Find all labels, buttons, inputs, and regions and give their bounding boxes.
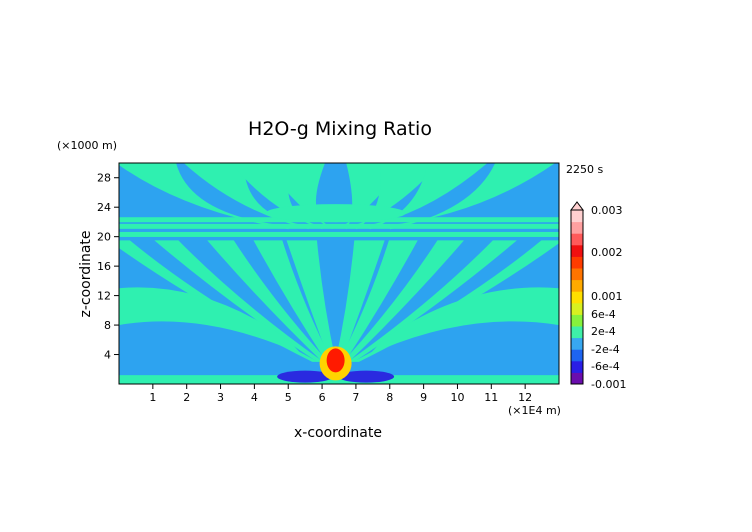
- lower-band: [119, 240, 319, 362]
- colorbar-swatch: [571, 279, 583, 292]
- colorbar-swatch: [571, 268, 583, 281]
- upper-band: [183, 163, 310, 230]
- x-tick-label: 9: [420, 391, 427, 404]
- lower-band: [352, 240, 559, 362]
- colorbar-label: 0.001: [591, 290, 623, 303]
- colorbar-swatch: [571, 326, 583, 339]
- colorbar-label: 0.003: [591, 204, 623, 217]
- y-tick-label: 4: [104, 349, 111, 362]
- lower-band: [342, 240, 464, 362]
- colorbar-swatch: [571, 210, 583, 223]
- mixing-ratio-field: [119, 163, 559, 384]
- time-label: 2250 s: [566, 163, 603, 176]
- upper-band: [386, 163, 556, 230]
- colorbar-label: -6e-4: [591, 360, 620, 373]
- lower-band: [347, 240, 517, 362]
- colorbar-swatch: [571, 349, 583, 362]
- colorbar-label: -0.001: [591, 378, 626, 391]
- y-axis-unit: (×1000 m): [57, 139, 117, 152]
- colorbar-swatch: [571, 291, 583, 304]
- colorbar-frame: [570, 209, 584, 385]
- upper-band: [366, 163, 488, 230]
- y-tick-label: 24: [97, 201, 111, 214]
- lower-band: [253, 240, 333, 362]
- y-axis-label: z-coordinate: [78, 230, 94, 317]
- colorbar-cap: [570, 201, 584, 211]
- negative-anomaly: [277, 370, 334, 383]
- colorbar-swatch: [571, 244, 583, 257]
- x-tick-label: 8: [386, 391, 393, 404]
- negative-anomaly: [338, 370, 395, 383]
- x-tick-label: 6: [319, 391, 326, 404]
- lower-band: [207, 240, 329, 362]
- x-tick-label: 3: [217, 391, 224, 404]
- colorbar-swatch: [571, 302, 583, 315]
- side-lobe-left: [119, 287, 302, 355]
- x-tick-label: 11: [484, 391, 498, 404]
- chart-title: H2O-g Mixing Ratio: [248, 118, 432, 140]
- upper-band: [119, 163, 289, 230]
- side-lobe-right: [369, 287, 559, 355]
- colorbar-swatch: [571, 233, 583, 246]
- colorbar: 0.003 0.002 0.001 6e-4 2e-4 -2e-4 -6e-4 -0.001: [570, 201, 626, 391]
- x-tick-label: 5: [285, 391, 292, 404]
- x-tick-label: 10: [450, 391, 464, 404]
- x-axis: 1 2 3 4 5 6 7 8 9 10 11 12: [149, 384, 532, 404]
- y-axis: 4 8 12 16 20 24 28: [97, 172, 119, 362]
- core: [326, 348, 345, 373]
- colorbar-swatch: [571, 256, 583, 269]
- colorbar-label: 2e-4: [591, 325, 616, 338]
- x-tick-label: 4: [251, 391, 258, 404]
- horizontal-band: [119, 223, 559, 229]
- plot-frame: [118, 162, 560, 385]
- y-tick-label: 16: [97, 260, 111, 273]
- upper-band: [231, 163, 323, 230]
- colorbar-swatch: [571, 360, 583, 373]
- lower-band: [338, 240, 418, 362]
- lower-band: [286, 240, 336, 362]
- x-tick-label: 12: [518, 391, 532, 404]
- colorbar-swatch: [571, 372, 583, 385]
- x-tick-label: 7: [352, 391, 359, 404]
- colorbar-swatch: [571, 314, 583, 327]
- x-tick-label: 2: [183, 391, 190, 404]
- dome-band: [265, 204, 406, 223]
- plot-area: [118, 162, 560, 385]
- colorbar-swatch: [571, 337, 583, 350]
- horizontal-band: [119, 231, 559, 237]
- colorbar-label: 0.002: [591, 246, 623, 259]
- x-axis-label: x-coordinate: [294, 425, 382, 441]
- y-tick-label: 20: [97, 231, 111, 244]
- lower-band: [335, 240, 385, 362]
- lower-band: [154, 240, 324, 362]
- colorbar-label: 6e-4: [591, 308, 616, 321]
- x-axis-unit: (×1E4 m): [508, 404, 561, 417]
- x-tick-label: 1: [149, 391, 156, 404]
- y-tick-label: 12: [97, 290, 111, 303]
- colorbar-label: -2e-4: [591, 343, 620, 356]
- colorbar-swatch: [571, 221, 583, 234]
- y-tick-label: 8: [104, 319, 111, 332]
- y-tick-label: 28: [97, 172, 111, 185]
